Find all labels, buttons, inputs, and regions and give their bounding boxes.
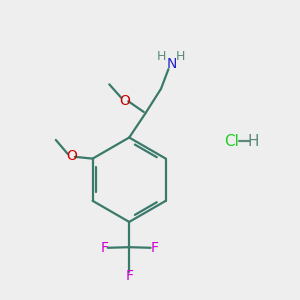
Text: H: H [157, 50, 167, 63]
Text: F: F [150, 241, 158, 255]
Text: Cl: Cl [224, 134, 239, 148]
Text: O: O [119, 94, 130, 108]
Text: F: F [100, 241, 108, 255]
Text: F: F [125, 269, 133, 283]
Text: H: H [248, 134, 259, 148]
Text: N: N [167, 57, 177, 71]
Text: O: O [66, 149, 77, 163]
Text: H: H [176, 50, 186, 63]
